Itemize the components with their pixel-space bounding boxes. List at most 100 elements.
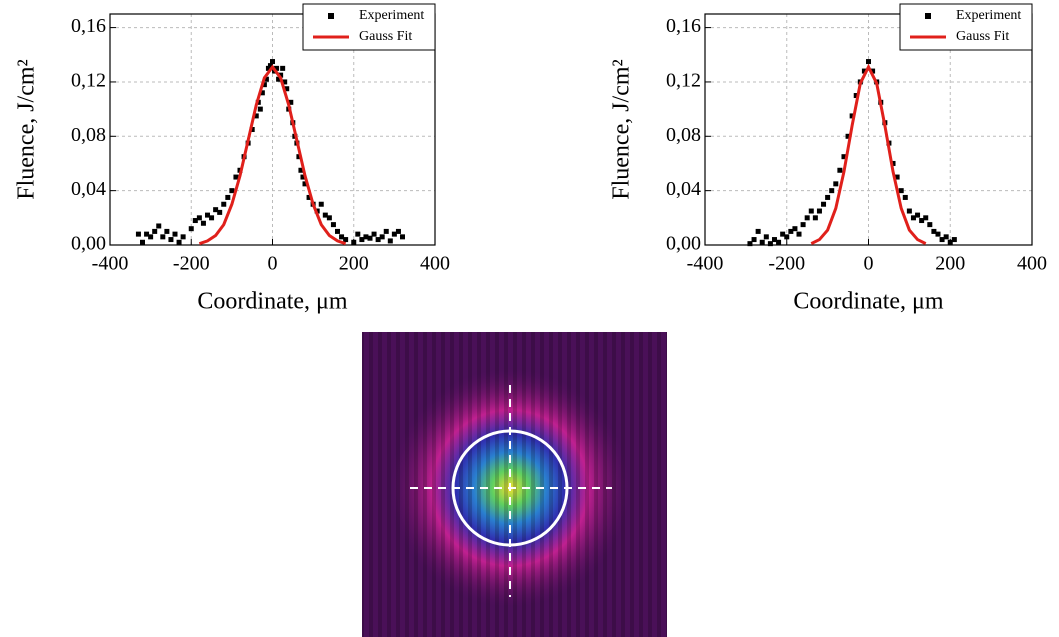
y-tick-label: 0,12: [666, 70, 701, 92]
data-point: [229, 188, 234, 193]
data-point: [927, 222, 932, 227]
y-tick-label: 0,04: [71, 178, 106, 200]
data-point: [168, 237, 173, 242]
legend-swatch: [328, 13, 334, 19]
x-tick-label: -400: [92, 253, 129, 275]
x-axis-label: Coordinate, μm: [793, 289, 944, 315]
data-point: [388, 238, 393, 243]
data-point: [944, 234, 949, 239]
data-point: [173, 232, 178, 237]
data-point: [156, 223, 161, 228]
image-stripes: [362, 332, 667, 637]
data-point: [225, 195, 230, 200]
data-point: [829, 188, 834, 193]
data-point: [813, 215, 818, 220]
data-point: [148, 234, 153, 239]
data-point: [866, 59, 871, 64]
data-point: [821, 202, 826, 207]
data-point: [197, 215, 202, 220]
data-point: [335, 229, 340, 234]
data-point: [355, 232, 360, 237]
y-axis-label: Fluence, J/cm²: [609, 59, 635, 200]
data-point: [760, 240, 765, 245]
data-point: [384, 229, 389, 234]
data-point: [817, 209, 822, 214]
data-point: [837, 168, 842, 173]
data-point: [177, 240, 182, 245]
data-point: [764, 234, 769, 239]
y-tick-label: 0,04: [666, 178, 701, 200]
data-point: [258, 107, 263, 112]
data-point: [396, 229, 401, 234]
data-point: [189, 226, 194, 231]
x-tick-label: 200: [339, 253, 369, 275]
data-point: [319, 202, 324, 207]
data-point: [935, 232, 940, 237]
y-tick-label: 0,08: [666, 124, 701, 146]
data-point: [327, 215, 332, 220]
data-point: [776, 240, 781, 245]
data-point: [343, 237, 348, 242]
x-tick-label: 400: [1017, 253, 1047, 275]
data-point: [152, 229, 157, 234]
data-point: [201, 221, 206, 226]
data-point: [181, 234, 186, 239]
data-point: [792, 226, 797, 231]
data-point: [756, 229, 761, 234]
legend-label: Gauss Fit: [359, 29, 412, 44]
y-tick-label: 0,00: [666, 233, 701, 255]
data-point: [160, 234, 165, 239]
data-point: [903, 195, 908, 200]
legend: Experiment Gauss Fit: [303, 4, 435, 50]
data-point: [907, 209, 912, 214]
data-point: [923, 215, 928, 220]
chart: 0,00 0,04 0,08 0,12 0,16 -400 -200 0 200 400 Coord…: [609, 4, 1048, 315]
x-tick-label: -200: [173, 253, 210, 275]
legend-label: Experiment: [359, 8, 424, 23]
data-point: [825, 195, 830, 200]
x-tick-label: 400: [420, 253, 450, 275]
data-point: [833, 181, 838, 186]
x-tick-label: -400: [687, 253, 724, 275]
data-point: [270, 59, 275, 64]
data-point: [801, 222, 806, 227]
figure: 0,00 0,04 0,08 0,12 0,16 -400 -200 0 200 400 Coord…: [0, 0, 1059, 637]
legend-label: Experiment: [956, 8, 1021, 23]
data-point: [380, 234, 385, 239]
data-point: [331, 222, 336, 227]
data-point: [400, 234, 405, 239]
x-tick-label: -200: [768, 253, 805, 275]
legend-swatch: [925, 13, 931, 19]
data-point: [140, 240, 145, 245]
legend: Experiment Gauss Fit: [900, 4, 1032, 50]
x-tick-label: 0: [864, 253, 874, 275]
data-point: [784, 234, 789, 239]
legend-label: Gauss Fit: [956, 29, 1009, 44]
y-tick-label: 0,12: [71, 70, 106, 92]
page: 0,00 0,04 0,08 0,12 0,16 -400 -200 0 200 400 Coord…: [0, 0, 1059, 637]
data-point: [752, 237, 757, 242]
y-tick-label: 0,16: [666, 15, 701, 37]
x-tick-label: 0: [268, 253, 278, 275]
data-point: [797, 232, 802, 237]
y-axis-label: Fluence, J/cm²: [14, 59, 40, 200]
data-point: [136, 232, 141, 237]
chart: 0,00 0,04 0,08 0,12 0,16 -400 -200 0 200 400 Coord…: [14, 4, 451, 315]
data-point: [221, 202, 226, 207]
data-point: [952, 237, 957, 242]
data-point: [217, 210, 222, 215]
y-tick-label: 0,00: [71, 233, 106, 255]
data-point: [164, 229, 169, 234]
data-point: [209, 215, 214, 220]
y-tick-label: 0,08: [71, 124, 106, 146]
data-point: [351, 240, 356, 245]
data-point: [805, 215, 810, 220]
data-point: [809, 209, 814, 214]
x-tick-label: 200: [935, 253, 965, 275]
data-point: [899, 188, 904, 193]
x-axis-label: Coordinate, μm: [197, 289, 348, 315]
y-tick-label: 0,16: [71, 15, 106, 37]
data-point: [372, 232, 377, 237]
data-point: [915, 213, 920, 218]
beam-image: [362, 332, 667, 637]
